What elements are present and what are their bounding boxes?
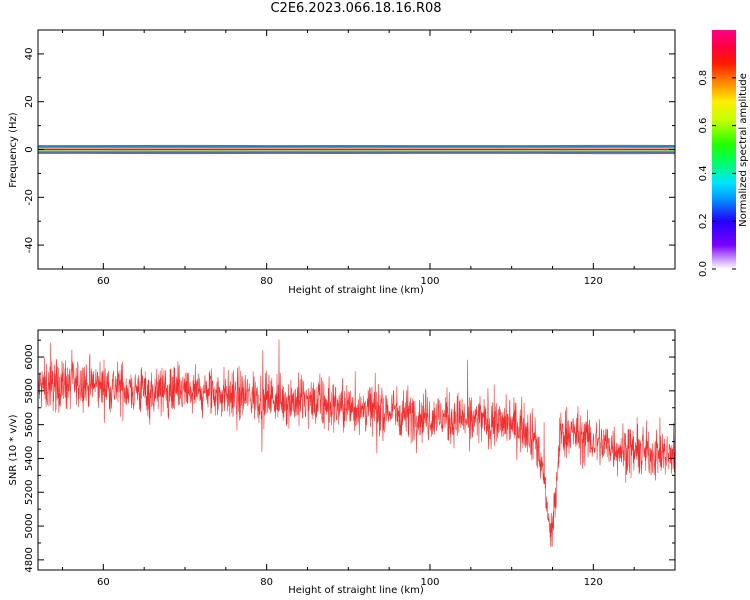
snr-x-tick-label: 80 <box>260 577 273 588</box>
snr-y-tick-label: 5400 <box>24 446 35 471</box>
spectrogram-x-tick-label: 120 <box>584 276 603 287</box>
snr-x-tick-label: 100 <box>420 577 439 588</box>
spectrogram-y-tick-label: -20 <box>24 189 35 205</box>
snr-y-tick-label: 5000 <box>24 513 35 538</box>
colorbar-tick-label: 0.4 <box>698 165 709 181</box>
snr-x-tick-label: 60 <box>97 577 110 588</box>
colorbar-tick-label: 0.0 <box>698 261 709 277</box>
snr-y-axis-label: SNR (10 * v/v) <box>8 414 19 485</box>
frequency-band <box>38 144 675 155</box>
page-title: C2E6.2023.066.18.16.R08 <box>270 1 442 16</box>
spectrogram-x-tick-label: 100 <box>420 276 439 287</box>
colorbar-label: Normalized spectral amplitude <box>738 73 749 227</box>
spectrogram-x-tick-label: 80 <box>260 276 273 287</box>
spectrogram-y-tick-label: 40 <box>24 48 35 61</box>
spectrogram-x-ticks: 60 80 100 120 <box>62 30 676 287</box>
snr-y-tick-label: 4800 <box>24 547 35 572</box>
band-layer <box>38 149 675 150</box>
snr-x-axis-label: Height of straight line (km) <box>288 585 424 596</box>
spectrogram-panel: 60 80 100 120 -40 -20 0 20 40 Height of straigh… <box>8 29 676 296</box>
colorbar-gradient <box>712 30 736 269</box>
snr-y-tick-label: 5200 <box>24 480 35 505</box>
spectrogram-y-ticks: -40 -20 0 20 40 <box>24 29 675 270</box>
snr-x-tick-label: 120 <box>584 577 603 588</box>
snr-y-tick-label: 6000 <box>24 344 35 369</box>
spectrogram-y-tick-label: -40 <box>24 237 35 253</box>
snr-panel: 60 80 100 120 4800500052005400560058006000 … <box>8 329 676 596</box>
spectrogram-y-axis-label: Frequency (Hz) <box>8 112 19 188</box>
colorbar: 0.0 0.2 0.4 0.6 0.8 Normalized spectral ampl… <box>698 30 749 277</box>
snr-axes-frame <box>37 329 676 571</box>
spectrogram-y-tick-label: 20 <box>24 95 35 108</box>
snr-series-line <box>38 339 675 548</box>
colorbar-ticks: 0.0 0.2 0.4 0.6 0.8 <box>698 70 736 277</box>
colorbar-tick-label: 0.8 <box>698 70 709 86</box>
snr-y-ticks: 4800 5000 5200 5400 5600 5800 6000 <box>24 339 675 573</box>
spectrogram-y-tick-label: 0 <box>24 146 35 152</box>
colorbar-tick-label: 0.6 <box>698 118 709 134</box>
snr-x-ticks: 60 80 100 120 <box>62 330 676 588</box>
snr-y-tick-label: 5600 <box>24 412 35 437</box>
spectrogram-x-axis-label: Height of straight line (km) <box>288 285 424 296</box>
spectrogram-x-tick-label: 60 <box>97 276 110 287</box>
snr-y-tick-label: 5800 <box>24 378 35 403</box>
colorbar-tick-label: 0.2 <box>698 213 709 229</box>
